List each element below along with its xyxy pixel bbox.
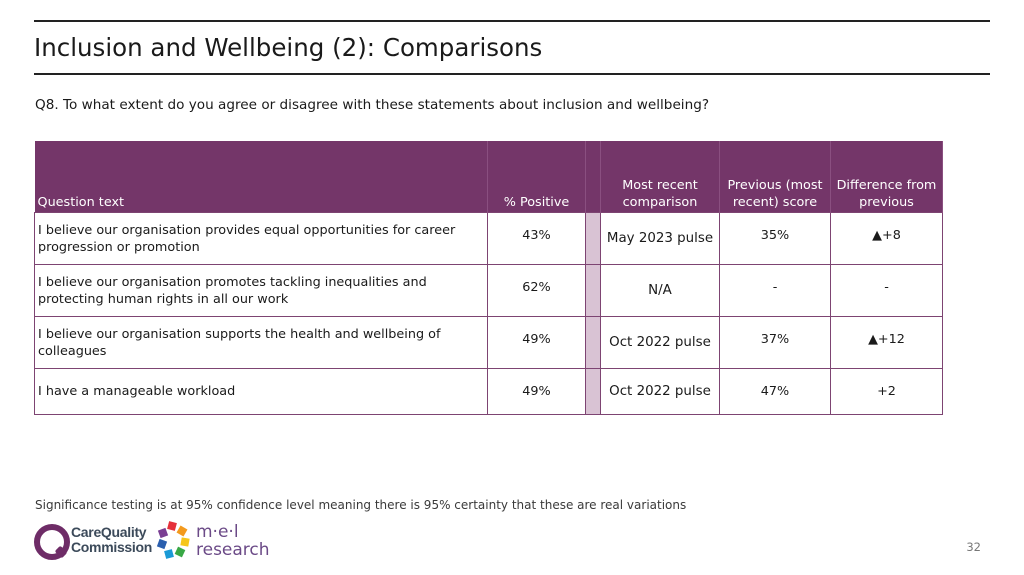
- top-rule: [34, 20, 990, 22]
- row-positive: 49%: [487, 316, 586, 369]
- header-previous-score: Previous (most recent) score: [719, 141, 831, 213]
- mel-wordmark: m·e·l research: [196, 523, 270, 559]
- significance-footnote: Significance testing is at 95% confidenc…: [35, 498, 687, 512]
- row-difference: ▲+8: [830, 212, 943, 265]
- row-positive: 62%: [487, 264, 586, 317]
- row-previous-score: 47%: [719, 368, 831, 415]
- title-underline-rule: [34, 73, 990, 75]
- cqc-wordmark: CareQuality Commission: [71, 525, 152, 555]
- cqc-wordmark-line2: Commission: [71, 539, 153, 555]
- table-row: I believe our organisation supports the …: [34, 316, 943, 369]
- row-spacer: [585, 316, 601, 369]
- row-comparison: May 2023 pulse: [600, 212, 720, 265]
- header-spacer: [585, 141, 601, 213]
- row-spacer: [585, 368, 601, 415]
- row-previous-score: 37%: [719, 316, 831, 369]
- row-spacer: [585, 264, 601, 317]
- row-difference: +2: [830, 368, 943, 415]
- row-comparison: Oct 2022 pulse: [600, 316, 720, 369]
- row-question-text: I believe our organisation promotes tack…: [34, 264, 488, 317]
- row-question-text: I have a manageable workload: [34, 368, 488, 415]
- cqc-wordmark-line1: CareQuality: [71, 524, 147, 540]
- row-comparison: Oct 2022 pulse: [600, 368, 720, 415]
- header-question-text: Question text: [34, 141, 488, 213]
- row-question-text: I believe our organisation provides equa…: [34, 212, 488, 265]
- row-spacer: [585, 212, 601, 265]
- table-header-row: Question text % Positive Most recent com…: [34, 141, 943, 213]
- mel-star-icon: [156, 521, 190, 559]
- mel-wordmark-line2: research: [196, 540, 270, 560]
- row-previous-score: -: [719, 264, 831, 317]
- page-title: Inclusion and Wellbeing (2): Comparisons: [34, 33, 543, 62]
- care-quality-commission-logo: CareQuality Commission: [34, 522, 152, 562]
- mel-wordmark-line1: m·e·l: [196, 522, 239, 542]
- page-number: 32: [966, 540, 981, 554]
- row-comparison: N/A: [600, 264, 720, 317]
- table-row: I believe our organisation provides equa…: [34, 212, 943, 265]
- row-positive: 43%: [487, 212, 586, 265]
- table-row: I have a manageable workload 49% Oct 202…: [34, 368, 943, 415]
- question-prompt: Q8. To what extent do you agree or disag…: [35, 97, 710, 113]
- row-positive: 49%: [487, 368, 586, 415]
- header-positive: % Positive: [487, 141, 586, 213]
- header-difference: Difference from previous: [830, 141, 943, 213]
- cqc-q-ring-icon: [34, 524, 70, 560]
- mel-research-logo: m·e·l research: [156, 521, 271, 563]
- row-difference: ▲+12: [830, 316, 943, 369]
- results-table: Question text % Positive Most recent com…: [34, 141, 943, 415]
- header-comparison: Most recent comparison: [600, 141, 720, 213]
- row-previous-score: 35%: [719, 212, 831, 265]
- row-question-text: I believe our organisation supports the …: [34, 316, 488, 369]
- table-row: I believe our organisation promotes tack…: [34, 264, 943, 317]
- row-difference: -: [830, 264, 943, 317]
